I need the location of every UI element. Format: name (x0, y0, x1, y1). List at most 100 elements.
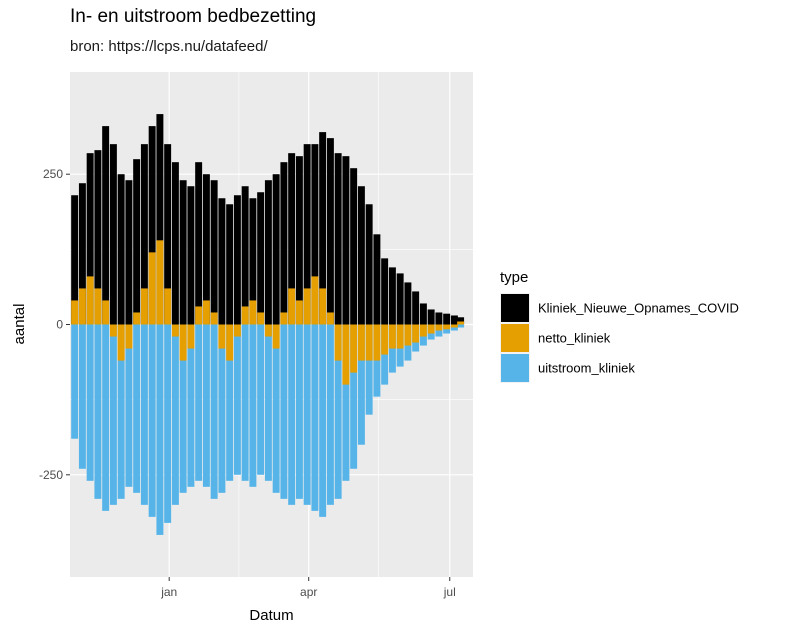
bar-netto-kliniek (443, 324, 451, 330)
bar-kliniek-nieuwe-opnames-covid (179, 180, 187, 325)
x-tick-label: jan (160, 585, 177, 599)
bar-netto-kliniek (419, 324, 427, 337)
bars (71, 114, 465, 535)
bar-kliniek-nieuwe-opnames-covid (125, 180, 133, 325)
y-tick-label: 0 (56, 318, 63, 332)
bar-kliniek-nieuwe-opnames-covid (94, 150, 102, 325)
bar-uitstroom-kliniek (71, 324, 79, 439)
bar-uitstroom-kliniek (241, 324, 249, 481)
x-tick-label: jul (443, 585, 456, 599)
bar-kliniek-nieuwe-opnames-covid (435, 312, 443, 325)
bar-netto-kliniek (210, 312, 218, 325)
bar-netto-kliniek (381, 324, 389, 355)
bar-netto-kliniek (202, 300, 210, 325)
x-tick-label: apr (300, 585, 317, 599)
bar-uitstroom-kliniek (357, 324, 365, 445)
bar-kliniek-nieuwe-opnames-covid (140, 144, 148, 325)
bar-netto-kliniek (373, 324, 381, 361)
bar-kliniek-nieuwe-opnames-covid (148, 126, 156, 325)
bar-kliniek-nieuwe-opnames-covid (334, 153, 342, 325)
bar-netto-kliniek (412, 324, 420, 343)
bar-kliniek-nieuwe-opnames-covid (257, 192, 265, 325)
bar-uitstroom-kliniek (218, 324, 226, 493)
bar-netto-kliniek (457, 321, 465, 325)
bar-netto-kliniek (226, 324, 234, 361)
bar-uitstroom-kliniek (117, 324, 125, 499)
bar-uitstroom-kliniek (226, 324, 234, 481)
bar-kliniek-nieuwe-opnames-covid (319, 132, 327, 325)
bar-kliniek-nieuwe-opnames-covid (280, 162, 288, 325)
bar-netto-kliniek (404, 324, 412, 346)
bar-kliniek-nieuwe-opnames-covid (202, 174, 210, 325)
bar-netto-kliniek (435, 324, 443, 331)
bar-netto-kliniek (334, 324, 342, 361)
bar-uitstroom-kliniek (148, 324, 156, 517)
bar-netto-kliniek (78, 288, 86, 325)
bar-uitstroom-kliniek (280, 324, 288, 499)
bar-netto-kliniek (257, 312, 265, 325)
bar-kliniek-nieuwe-opnames-covid (357, 186, 365, 325)
legend-label: netto_kliniek (538, 331, 611, 346)
bar-kliniek-nieuwe-opnames-covid (326, 138, 334, 325)
chart-title: In- en uitstroom bedbezetting (70, 6, 317, 27)
bar-netto-kliniek (241, 306, 249, 325)
x-axis-title: Datum (249, 607, 293, 624)
bar-netto-kliniek (357, 324, 365, 361)
bar-uitstroom-kliniek (233, 324, 241, 475)
bar-uitstroom-kliniek (202, 324, 210, 487)
bar-netto-kliniek (171, 324, 179, 337)
legend-title: type (500, 269, 528, 286)
bar-netto-kliniek (388, 324, 396, 349)
bar-netto-kliniek (133, 312, 141, 325)
bar-uitstroom-kliniek (156, 324, 164, 535)
bar-kliniek-nieuwe-opnames-covid (264, 180, 272, 325)
bar-kliniek-nieuwe-opnames-covid (457, 317, 465, 325)
y-tick-label: 250 (43, 167, 63, 181)
bar-netto-kliniek (272, 324, 280, 349)
bar-netto-kliniek (365, 324, 373, 361)
bar-netto-kliniek (303, 288, 311, 325)
chart-subtitle: bron: https://lcps.nu/datafeed/ (70, 38, 268, 55)
legend: type Kliniek_Nieuwe_Opnames_COVID netto_kl… (500, 269, 739, 383)
bar-uitstroom-kliniek (334, 324, 342, 499)
bar-netto-kliniek (179, 324, 187, 361)
bar-netto-kliniek (125, 324, 133, 349)
bar-uitstroom-kliniek (140, 324, 148, 505)
bar-kliniek-nieuwe-opnames-covid (342, 156, 350, 325)
legend-label: uitstroom_kliniek (538, 361, 635, 376)
bar-kliniek-nieuwe-opnames-covid (427, 309, 435, 325)
bar-netto-kliniek (86, 276, 94, 325)
bar-uitstroom-kliniek (457, 324, 465, 328)
bar-netto-kliniek (71, 300, 79, 325)
bar-kliniek-nieuwe-opnames-covid (249, 198, 257, 325)
bar-netto-kliniek (140, 288, 148, 325)
bar-uitstroom-kliniek (187, 324, 195, 487)
bar-kliniek-nieuwe-opnames-covid (187, 186, 195, 325)
bar-kliniek-nieuwe-opnames-covid (295, 156, 303, 325)
bar-kliniek-nieuwe-opnames-covid (109, 144, 117, 325)
legend-key-swatch (501, 324, 529, 352)
bar-kliniek-nieuwe-opnames-covid (272, 174, 280, 325)
bar-uitstroom-kliniek (210, 324, 218, 499)
bar-kliniek-nieuwe-opnames-covid (443, 313, 451, 325)
bar-kliniek-nieuwe-opnames-covid (381, 258, 389, 325)
y-axis: 250 0 -250 (39, 167, 70, 482)
y-tick-label: -250 (39, 468, 63, 482)
bar-uitstroom-kliniek (94, 324, 102, 499)
bar-kliniek-nieuwe-opnames-covid (86, 153, 94, 325)
bar-netto-kliniek (148, 252, 156, 325)
bar-uitstroom-kliniek (311, 324, 319, 511)
bar-uitstroom-kliniek (350, 324, 358, 469)
legend-label: Kliniek_Nieuwe_Opnames_COVID (538, 301, 739, 316)
bar-kliniek-nieuwe-opnames-covid (303, 144, 311, 325)
bar-uitstroom-kliniek (109, 324, 117, 505)
bar-kliniek-nieuwe-opnames-covid (412, 291, 420, 325)
bar-uitstroom-kliniek (342, 324, 350, 481)
bar-netto-kliniek (450, 324, 458, 328)
legend-key-swatch (501, 294, 529, 322)
bar-uitstroom-kliniek (257, 324, 265, 475)
bar-netto-kliniek (288, 288, 296, 325)
bar-netto-kliniek (342, 324, 350, 385)
bar-uitstroom-kliniek (249, 324, 257, 487)
